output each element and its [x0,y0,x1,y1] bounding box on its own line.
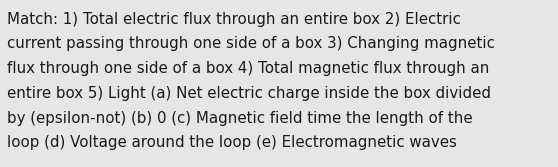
Text: loop (d) Voltage around the loop (e) Electromagnetic waves: loop (d) Voltage around the loop (e) Ele… [7,135,457,150]
Text: entire box 5) Light (a) Net electric charge inside the box divided: entire box 5) Light (a) Net electric cha… [7,86,491,101]
Text: Match: 1) Total electric flux through an entire box 2) Electric: Match: 1) Total electric flux through an… [7,12,461,27]
Text: by (epsilon-not) (b) 0 (c) Magnetic field time the length of the: by (epsilon-not) (b) 0 (c) Magnetic fiel… [7,111,473,126]
Text: flux through one side of a box 4) Total magnetic flux through an: flux through one side of a box 4) Total … [7,61,489,76]
Text: current passing through one side of a box 3) Changing magnetic: current passing through one side of a bo… [7,36,495,51]
